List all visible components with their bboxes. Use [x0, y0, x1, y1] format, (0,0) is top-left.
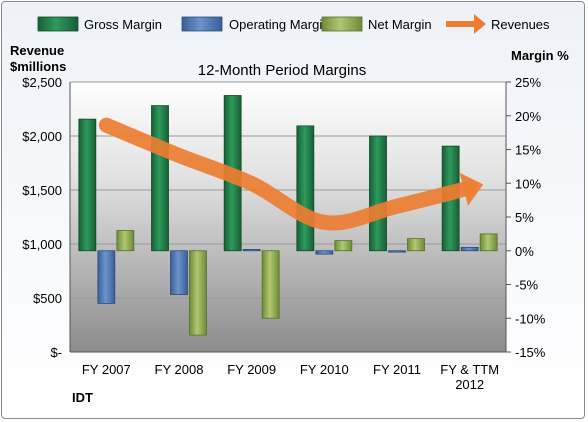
net-margin-bar [407, 238, 425, 252]
gross-margin-bar [78, 118, 97, 252]
left-axis-title-line1: Revenue [10, 43, 64, 58]
gross-margin-bar [151, 105, 169, 252]
x-tick-label: FY & TTM [440, 362, 499, 377]
operating-margin-bar [315, 250, 334, 255]
operating-margin-bar [242, 248, 261, 252]
operating-margin-bar [388, 250, 406, 253]
legend-swatch-gross [37, 16, 79, 32]
operating-margin-bar [460, 246, 479, 252]
legend-label-operating: Operating Margin [229, 17, 329, 32]
revenues-line [98, 117, 478, 231]
right-tick-label: 15% [515, 143, 541, 158]
left-tick-label: $2,500 [22, 75, 62, 90]
legend-label-net: Net Margin [368, 17, 432, 32]
legend: Gross Margin Operating Margin Net Margin… [37, 14, 550, 34]
left-tick-label: $2,000 [22, 129, 62, 144]
plot-area [70, 82, 506, 352]
right-tick-label: 25% [515, 75, 541, 90]
right-tick-label: -15% [515, 345, 546, 360]
net-margin-bar [261, 250, 280, 319]
right-axis-title: Margin % [511, 48, 569, 63]
gross-margin-bar [296, 125, 315, 252]
chart-title: 12-Month Period Margins [198, 62, 366, 79]
legend-arrow-revenues [474, 14, 486, 34]
x-tick-label: FY 2009 [227, 362, 276, 377]
net-margin-bar [116, 230, 135, 252]
right-tick-label: 5% [515, 210, 534, 225]
x-tick-label: FY 2007 [82, 362, 131, 377]
left-tick-label: $- [50, 345, 62, 360]
right-tick-label: 10% [515, 176, 541, 191]
net-margin-bar [479, 233, 498, 252]
x-tick-label: FY 2008 [155, 362, 204, 377]
legend-swatch-net [321, 16, 363, 32]
gross-margin-bar [369, 135, 387, 252]
left-tick-label: $1,000 [22, 237, 62, 252]
company-label: IDT [72, 390, 93, 405]
left-axis-title-line2: $millions [10, 59, 66, 74]
right-tick-label: -5% [515, 278, 539, 293]
right-tick-label: 0% [515, 244, 534, 259]
left-tick-label: $1,500 [22, 183, 62, 198]
net-margin-bar [334, 240, 353, 252]
operating-margin-bar [170, 250, 188, 296]
x-tick-label: FY 2011 [373, 362, 421, 377]
net-margin-bar [189, 250, 207, 336]
revenues-arrowhead [459, 172, 484, 206]
right-tick-label: -10% [515, 311, 546, 326]
left-tick-label: $500 [33, 291, 62, 306]
legend-swatch-operating [181, 16, 223, 32]
operating-margin-bar [97, 250, 116, 304]
x-tick-label: 2012 [455, 377, 484, 392]
right-tick-label: 20% [515, 109, 541, 124]
x-tick-label: FY 2010 [300, 362, 349, 377]
legend-label-revenues: Revenues [491, 17, 550, 32]
legend-label-gross: Gross Margin [84, 17, 162, 32]
